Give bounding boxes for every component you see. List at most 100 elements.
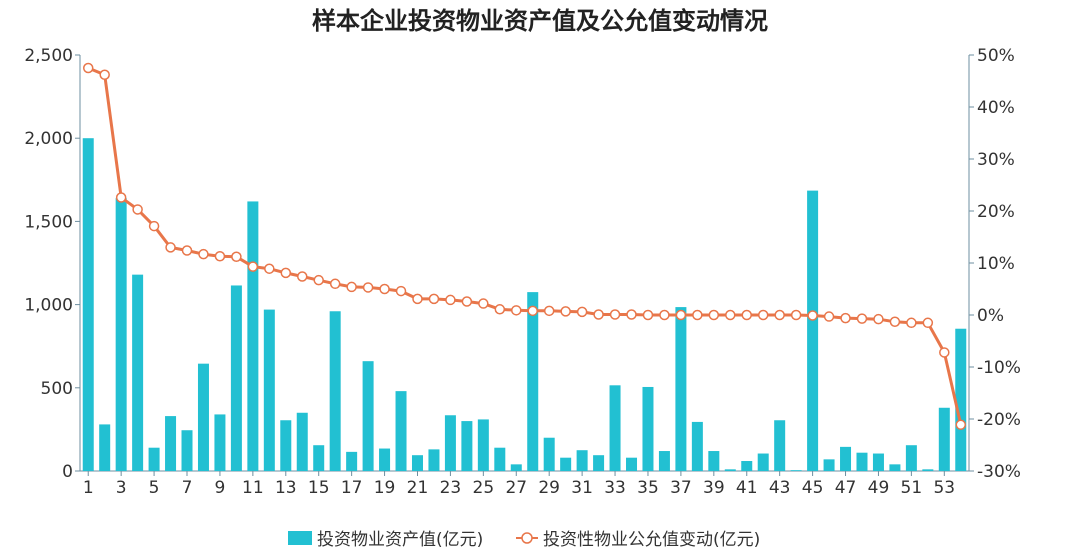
bar [477, 419, 489, 471]
y-right-tick-label: 0% [977, 306, 1004, 326]
line-point [856, 313, 868, 324]
bar [807, 190, 819, 471]
line-point [280, 267, 292, 279]
bar [626, 457, 638, 471]
line-point [264, 263, 275, 274]
x-tick-label: 15 [308, 478, 330, 498]
bar [165, 416, 177, 471]
bar [543, 437, 555, 471]
line-point [478, 298, 489, 309]
line-point [939, 347, 950, 358]
bar [494, 447, 506, 471]
bar [609, 385, 621, 471]
line-point [609, 309, 621, 320]
line-point [148, 220, 160, 232]
x-tick-label: 39 [703, 478, 725, 498]
line-point [889, 316, 901, 328]
x-tick-label: 35 [637, 478, 659, 498]
line-point [494, 304, 506, 315]
line-point [642, 309, 654, 321]
x-tick-label: 37 [670, 478, 692, 498]
x-tick-label: 21 [407, 478, 429, 498]
bar [346, 451, 358, 471]
line-point [313, 274, 324, 286]
bar-series [82, 138, 967, 471]
legend: 投资物业资产值(亿元) 投资性物业公允值变动(亿元) [288, 530, 760, 550]
x-tick-label: 41 [736, 478, 758, 498]
bar [708, 451, 720, 471]
line-point [873, 313, 884, 325]
bar [132, 274, 144, 471]
line-point [165, 242, 176, 253]
bar [856, 452, 868, 471]
bar [905, 445, 917, 471]
y-left-tick-label: 2,500 [24, 46, 73, 66]
bar [263, 309, 275, 471]
line-point [527, 305, 538, 317]
x-tick-label: 13 [275, 478, 297, 498]
bar [823, 459, 835, 471]
bar [593, 455, 605, 471]
line-point [198, 248, 209, 260]
x-tick-label: 49 [868, 478, 890, 498]
bar [872, 453, 884, 471]
line-point [576, 306, 588, 318]
bar [675, 307, 687, 471]
x-tick-label: 23 [440, 478, 462, 498]
y-left-tick-label: 0 [62, 462, 73, 482]
x-tick-label: 45 [802, 478, 824, 498]
bar [247, 201, 259, 471]
line-point [99, 69, 110, 81]
y-right-tick-label: -10% [977, 358, 1021, 378]
line-point [445, 294, 456, 306]
line-path [87, 66, 963, 426]
line-point [132, 204, 143, 215]
bar [411, 455, 423, 471]
x-tick-label: 51 [901, 478, 923, 498]
bar [181, 430, 193, 471]
y-right-tick-label: 10% [977, 254, 1015, 274]
bar [197, 363, 209, 471]
y-right-tick-label: 50% [977, 46, 1015, 66]
y-left-tick-label: 1,500 [24, 212, 73, 232]
line-point [395, 285, 407, 297]
bar [296, 412, 308, 471]
x-tick-label: 43 [769, 478, 791, 498]
bar [115, 198, 127, 471]
legend-line-marker [521, 532, 533, 544]
legend-bar-label: 投资物业资产值(亿元) [317, 530, 483, 550]
bar [560, 457, 572, 471]
bar [82, 138, 94, 471]
legend-bar-swatch [288, 531, 312, 545]
bar [379, 448, 391, 471]
y-right-tick-label: -20% [977, 410, 1021, 430]
x-tick-label: 1 [83, 478, 94, 498]
line-point [675, 309, 687, 321]
x-tick-label: 7 [182, 478, 193, 498]
legend-line-label: 投资性物业公允值变动(亿元) [543, 530, 760, 550]
y-left-tick-label: 1,000 [24, 296, 73, 316]
y-right-tick-label: 20% [977, 202, 1015, 222]
line-point [461, 296, 473, 307]
line-point [906, 317, 917, 329]
line-point [560, 306, 571, 317]
line-point [362, 282, 374, 293]
chart-title: 样本企业投资物业资产值及公允值变动情况 [312, 7, 768, 35]
line-point [82, 62, 94, 74]
bar [840, 446, 852, 471]
bar [741, 461, 753, 471]
line-point [659, 309, 670, 321]
line-point [181, 245, 193, 256]
x-tick-label: 17 [341, 478, 363, 498]
bar [938, 407, 950, 471]
line-point [346, 281, 357, 293]
line-point [115, 192, 127, 203]
bar [576, 450, 588, 471]
line-point [511, 305, 522, 316]
x-tick-label: 25 [473, 478, 495, 498]
x-tick-label: 31 [571, 478, 593, 498]
bar [313, 445, 325, 471]
bar [774, 420, 786, 471]
line-point [708, 309, 720, 321]
